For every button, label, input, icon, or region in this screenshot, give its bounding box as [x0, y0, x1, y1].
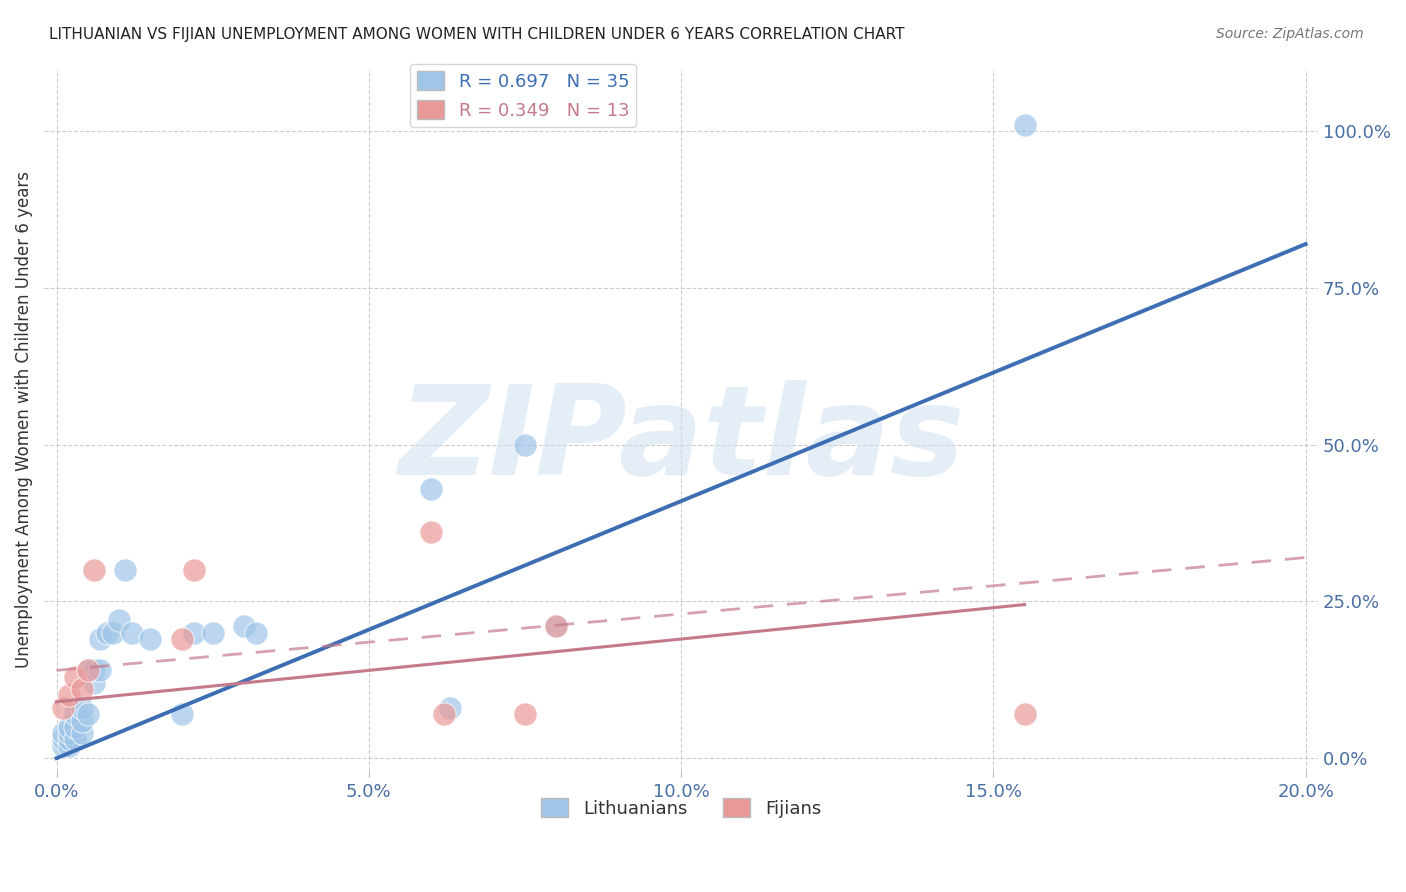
Point: [65, 720, 87, 734]
Point: [170, 707, 193, 722]
Point: [65, 670, 87, 684]
Point: [89, 664, 111, 678]
Point: [58, 732, 80, 747]
Text: LITHUANIAN VS FIJIAN UNEMPLOYMENT AMONG WOMEN WITH CHILDREN UNDER 6 YEARS CORREL: LITHUANIAN VS FIJIAN UNEMPLOYMENT AMONG …: [49, 27, 904, 42]
Point: [245, 625, 267, 640]
Point: [420, 525, 443, 540]
Point: [201, 625, 224, 640]
Point: [114, 563, 136, 577]
Point: [121, 625, 143, 640]
Point: [513, 438, 536, 452]
Point: [420, 482, 443, 496]
Point: [83, 664, 105, 678]
Point: [439, 701, 461, 715]
Point: [101, 625, 124, 640]
Point: [70, 714, 93, 728]
Point: [183, 563, 205, 577]
Point: [183, 625, 205, 640]
Legend: Lithuanians, Fijians: Lithuanians, Fijians: [534, 790, 828, 825]
Point: [83, 563, 105, 577]
Point: [139, 632, 162, 646]
Point: [52, 701, 75, 715]
Point: [433, 707, 456, 722]
Point: [52, 739, 75, 753]
Point: [89, 632, 111, 646]
Point: [52, 732, 75, 747]
Point: [70, 726, 93, 740]
Point: [52, 726, 75, 740]
Point: [1014, 707, 1036, 722]
Point: [76, 664, 98, 678]
Text: ZIPatlas: ZIPatlas: [398, 380, 965, 501]
Point: [108, 613, 131, 627]
Text: Source: ZipAtlas.com: Source: ZipAtlas.com: [1216, 27, 1364, 41]
Point: [1014, 118, 1036, 132]
Point: [70, 682, 93, 697]
Point: [546, 619, 568, 633]
Point: [76, 707, 98, 722]
Point: [233, 619, 256, 633]
Point: [546, 619, 568, 633]
Point: [65, 732, 87, 747]
Point: [70, 701, 93, 715]
Point: [58, 689, 80, 703]
Y-axis label: Unemployment Among Women with Children Under 6 years: Unemployment Among Women with Children U…: [15, 171, 32, 668]
Point: [58, 726, 80, 740]
Point: [83, 676, 105, 690]
Point: [96, 625, 118, 640]
Point: [65, 707, 87, 722]
Point: [58, 739, 80, 753]
Point: [58, 720, 80, 734]
Point: [513, 707, 536, 722]
Point: [76, 664, 98, 678]
Point: [170, 632, 193, 646]
